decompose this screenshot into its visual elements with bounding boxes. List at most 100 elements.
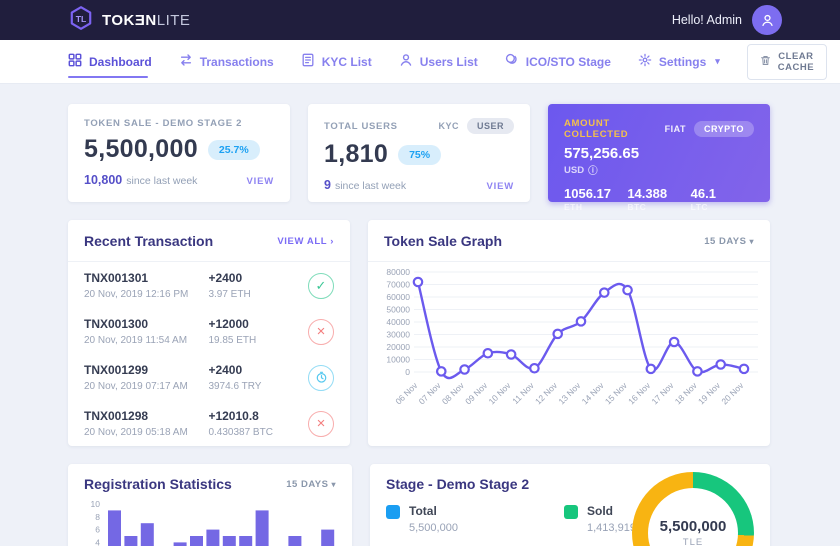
recent-transactions-title: Recent Transaction — [84, 233, 214, 249]
svg-text:0: 0 — [405, 367, 410, 377]
ico-sto-stage-icon — [505, 53, 519, 70]
clear-cache-button[interactable]: CLEAR CACHE — [746, 43, 828, 80]
donut-center-label: TLE — [682, 537, 704, 546]
amount-collected-card-title: AMOUNT COLLECTED — [564, 118, 629, 140]
svg-text:11 Nov: 11 Nov — [510, 380, 536, 406]
nav-item-ico-sto-stage[interactable]: ICO/STO Stage — [505, 40, 611, 83]
nav-item-transactions[interactable]: Transactions — [179, 40, 274, 83]
svg-text:12 Nov: 12 Nov — [533, 380, 560, 407]
tokenlite-hexagon-logo-icon: TL — [68, 5, 94, 36]
registration-statistics-panel: Registration Statistics 15 DAYS▾ 108642 — [68, 464, 352, 546]
transaction-id: TNX001299 — [84, 363, 149, 377]
token-sale-percent-badge: 25.7% — [207, 139, 260, 160]
crypto-toggle[interactable]: CRYPTO — [693, 121, 754, 137]
transaction-crypto-amount: 19.85 ETH — [208, 335, 257, 346]
settings-gear-icon — [638, 53, 652, 70]
transaction-row[interactable]: TNX001299 20 Nov, 2019 07:17 AM +2400 3974.… — [68, 354, 350, 400]
success-check-icon: ✓ — [308, 272, 334, 299]
pending-clock-icon — [308, 364, 334, 391]
failed-cross-icon: × — [308, 410, 334, 437]
user-avatar[interactable] — [752, 5, 782, 35]
total-users-value: 1,810 — [324, 140, 389, 168]
transaction-date: 20 Nov, 2019 12:16 PM — [84, 289, 189, 300]
user-toggle[interactable]: USER — [466, 118, 514, 134]
svg-text:09 Nov: 09 Nov — [463, 380, 490, 407]
nav-item-label: Settings — [658, 54, 707, 69]
svg-text:40000: 40000 — [386, 317, 410, 327]
svg-text:18 Nov: 18 Nov — [673, 380, 700, 407]
token-sale-view-link[interactable]: VIEW — [246, 176, 274, 187]
donut-center-value: 5,500,000 — [659, 518, 727, 535]
stage-panel: Stage - Demo Stage 2 Total 5,500,000 Sold 1… — [370, 464, 770, 546]
nav-item-settings[interactable]: Settings ▾ — [638, 40, 720, 83]
transaction-date: 20 Nov, 2019 11:54 AM — [84, 335, 188, 346]
registration-period-dropdown[interactable]: 15 DAYS ▾ — [286, 478, 336, 490]
nav-item-label: Users List — [419, 54, 478, 69]
chevron-down-icon: ▾ — [749, 236, 754, 246]
greeting-text: Hello! Admin — [671, 13, 742, 27]
total-users-percent-badge: 75% — [398, 144, 442, 165]
amount-collected-card: AMOUNT COLLECTED FIAT CRYPTO 575,256.65 … — [548, 104, 770, 212]
graph-period-dropdown[interactable]: 15 DAYS ▾ — [704, 235, 754, 247]
nav-item-dashboard[interactable]: Dashboard — [68, 40, 152, 83]
trash-icon — [760, 55, 771, 69]
dashboard-content: TOKEN SALE - DEMO STAGE 2 5,500,000 25.7… — [0, 84, 840, 546]
transaction-row[interactable]: TNX001298 20 Nov, 2019 05:18 AM +12010.8 0.… — [68, 400, 350, 446]
transactions-swap-icon — [179, 53, 193, 70]
svg-text:70000: 70000 — [386, 280, 410, 290]
stage-title: Stage - Demo Stage 2 — [386, 476, 530, 492]
token-sale-graph-title: Token Sale Graph — [384, 233, 502, 249]
nav-item-users-list[interactable]: Users List — [399, 40, 478, 83]
info-icon[interactable]: ⓘ — [588, 166, 598, 177]
svg-text:30000: 30000 — [386, 330, 410, 340]
total-users-delta-caption: since last week — [334, 180, 407, 192]
registration-bar-chart: 108642 — [91, 499, 335, 546]
transaction-amount: +12000 — [208, 317, 249, 331]
svg-text:20 Nov: 20 Nov — [719, 380, 746, 407]
transaction-amount: +2400 — [208, 363, 243, 377]
svg-text:60000: 60000 — [386, 292, 410, 302]
svg-text:8: 8 — [95, 512, 100, 522]
svg-text:06 Nov: 06 Nov — [393, 380, 420, 407]
token-sale-delta-caption: since last week — [126, 175, 198, 187]
svg-text:10000: 10000 — [386, 355, 410, 365]
total-users-delta: 9 — [324, 178, 331, 192]
transaction-amount: +2400 — [208, 271, 243, 285]
transaction-row[interactable]: TNX001301 20 Nov, 2019 12:16 PM +2400 3.97 … — [68, 262, 350, 308]
total-users-view-link[interactable]: VIEW — [486, 181, 514, 192]
crypto-amount-btc: 14.388 BTC — [627, 186, 668, 212]
nav-item-label: ICO/STO Stage — [525, 54, 611, 69]
token-sale-value: 5,500,000 — [84, 135, 198, 163]
crypto-amount-ltc: 46.1 LTC — [690, 186, 716, 212]
transaction-id: TNX001300 — [84, 317, 149, 331]
chevron-down-icon: ▾ — [715, 56, 720, 66]
nav-item-label: Transactions — [199, 54, 274, 69]
svg-text:6: 6 — [95, 525, 100, 535]
legend-item-total: Total 5,500,000 — [386, 504, 536, 534]
total-users-card: TOTAL USERS KYC USER 1,810 75% 9 since la… — [308, 104, 530, 202]
view-all-link[interactable]: VIEW ALL › — [277, 235, 334, 247]
transaction-crypto-amount: 0.430387 BTC — [208, 427, 273, 438]
svg-text:13 Nov: 13 Nov — [556, 380, 583, 407]
total-users-card-title: TOTAL USERS — [324, 120, 398, 132]
svg-text:16 Nov: 16 Nov — [626, 380, 653, 407]
svg-text:07 Nov: 07 Nov — [417, 380, 444, 407]
brand-logo[interactable]: TL TOKƎNLITE — [68, 5, 190, 36]
chevron-down-icon: ▾ — [331, 479, 336, 489]
kyc-list-icon — [301, 53, 315, 70]
nav-item-kyc-list[interactable]: KYC List — [301, 40, 372, 83]
token-sale-delta: 10,800 — [84, 173, 123, 187]
crypto-amount-eth: 1056.17 ETH — [564, 186, 611, 212]
topbar: TL TOKƎNLITE Hello! Admin — [0, 0, 840, 40]
nav-item-label: Dashboard — [89, 54, 152, 69]
kyc-toggle[interactable]: KYC — [438, 121, 459, 131]
svg-text:TL: TL — [76, 13, 87, 23]
dashboard-grid-icon — [68, 53, 82, 70]
transaction-row[interactable]: TNX001300 20 Nov, 2019 11:54 AM +12000 19.8… — [68, 308, 350, 354]
token-sale-card-title: TOKEN SALE - DEMO STAGE 2 — [84, 118, 243, 129]
legend-color-chip — [564, 505, 578, 519]
svg-text:4: 4 — [95, 537, 100, 546]
transaction-id: TNX001301 — [84, 271, 149, 285]
nav-item-label: KYC List — [321, 54, 372, 69]
fiat-toggle[interactable]: FIAT — [664, 124, 686, 134]
